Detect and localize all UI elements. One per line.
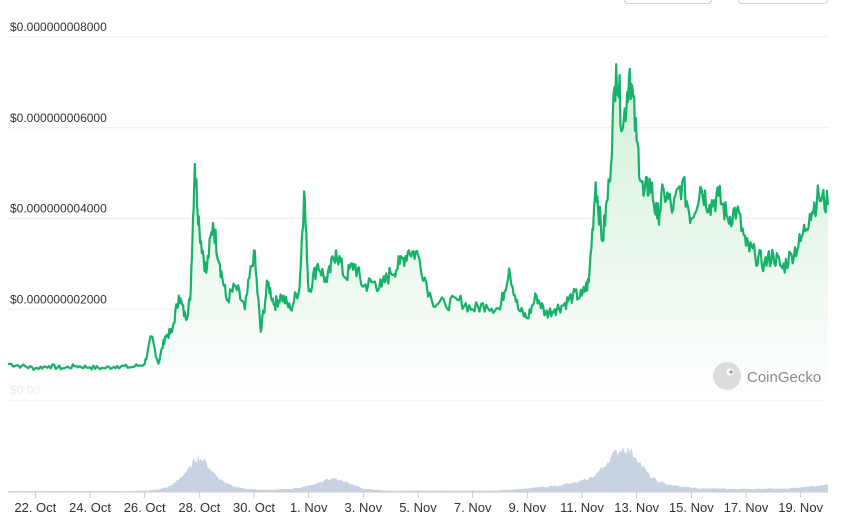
- x-tick-label: 28. Oct: [178, 500, 220, 515]
- x-axis-ticks: [34, 492, 802, 498]
- volume-area: [8, 446, 828, 492]
- x-tick-label: 5. Nov: [399, 500, 437, 515]
- y-tick-label: $0.000000004000: [10, 202, 107, 216]
- y-axis-labels: $0.000000008000 $0.000000006000 $0.0000000…: [10, 20, 107, 397]
- gecko-pupil-icon: [729, 370, 733, 374]
- x-tick-label: 22. Oct: [14, 500, 56, 515]
- price-line: [7, 63, 830, 371]
- coingecko-watermark: CoinGecko: [713, 362, 821, 390]
- y-tick-label: $0.000000006000: [10, 111, 107, 125]
- x-tick-label: 9. Nov: [509, 500, 547, 515]
- x-tick-label: 26. Oct: [124, 500, 166, 515]
- x-tick-label: 11. Nov: [560, 500, 604, 515]
- y-tick-label: $0.000000008000: [10, 20, 107, 34]
- coingecko-gecko-icon: [713, 362, 741, 390]
- x-axis-labels: 22. Oct 24. Oct 26. Oct 28. Oct 30. Oct 1. No…: [14, 500, 823, 515]
- x-tick-label: 7. Nov: [454, 500, 492, 515]
- price-area-fill: [8, 64, 828, 400]
- y-tick-label: $0.000000002000: [10, 292, 107, 306]
- x-tick-label: 13. Nov: [614, 500, 659, 515]
- x-tick-label: 19. Nov: [778, 500, 823, 515]
- x-tick-label: 24. Oct: [69, 500, 111, 515]
- x-tick-label: 30. Oct: [233, 500, 275, 515]
- x-tick-label: 1. Nov: [290, 500, 328, 515]
- x-tick-label: 17. Nov: [724, 500, 769, 515]
- x-tick-label: 15. Nov: [669, 500, 714, 515]
- x-tick-label: 3. Nov: [345, 500, 383, 515]
- watermark-text: CoinGecko: [747, 369, 821, 386]
